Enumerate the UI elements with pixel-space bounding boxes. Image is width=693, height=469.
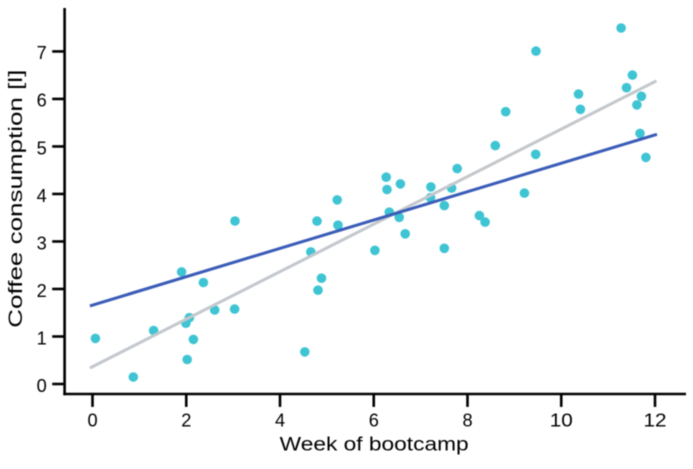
svg-text:2: 2 [37, 281, 47, 301]
svg-text:Coffee consumption [l]: Coffee consumption [l] [6, 70, 27, 328]
svg-text:3: 3 [37, 233, 47, 253]
svg-text:6: 6 [37, 91, 47, 111]
svg-text:8: 8 [462, 411, 472, 431]
svg-text:0: 0 [87, 411, 97, 431]
svg-text:2: 2 [181, 411, 191, 431]
svg-text:7: 7 [37, 43, 47, 63]
svg-text:1: 1 [37, 328, 47, 348]
svg-text:4: 4 [275, 411, 285, 431]
svg-text:4: 4 [37, 186, 47, 206]
svg-text:10: 10 [550, 411, 573, 431]
svg-text:Week of bootcamp: Week of bootcamp [280, 434, 469, 455]
svg-text:0: 0 [37, 376, 47, 396]
svg-text:6: 6 [369, 411, 379, 431]
svg-text:5: 5 [37, 138, 47, 158]
svg-text:12: 12 [644, 411, 667, 431]
